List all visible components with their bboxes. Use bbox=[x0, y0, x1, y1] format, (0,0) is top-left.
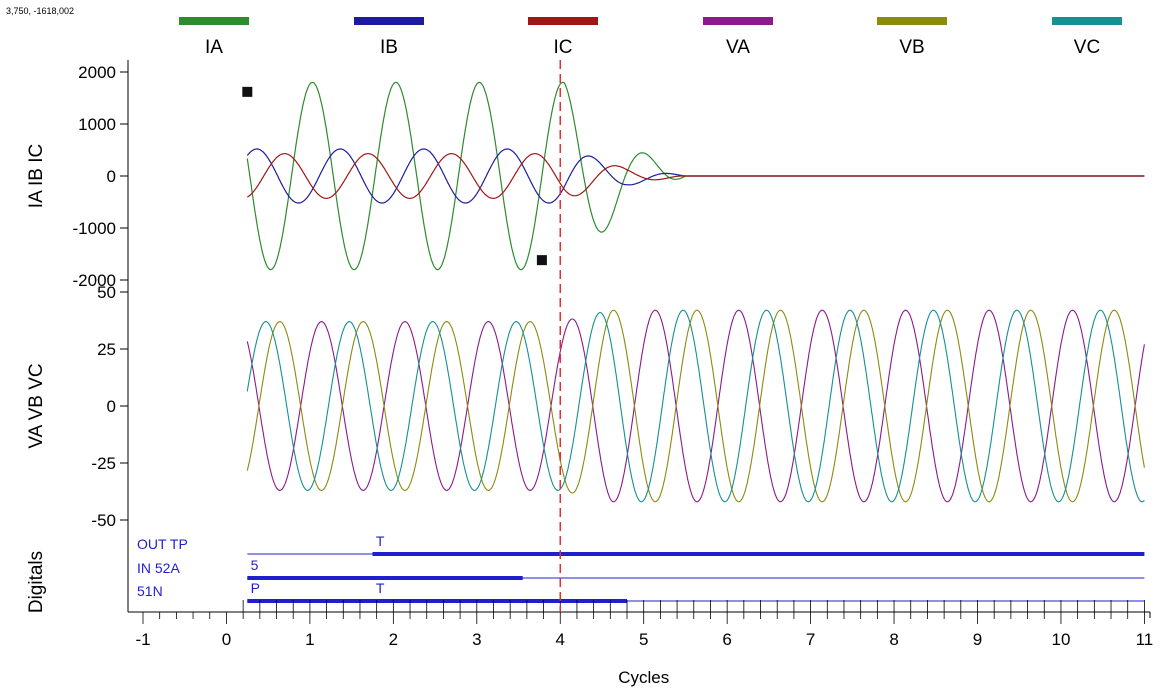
digital-out-tp-label: OUT TP bbox=[137, 536, 188, 552]
legend-label-ia: IA bbox=[205, 37, 223, 58]
legend-swatch-ic bbox=[528, 17, 598, 25]
digital-in-52a-label: IN 52A bbox=[137, 560, 180, 576]
current-panel: IA IB IC 2000 1000 0 -1000 -2000 bbox=[26, 63, 1145, 290]
x-tick-label: 6 bbox=[722, 630, 731, 649]
x-tick-label: 8 bbox=[889, 630, 898, 649]
x-tick-label: -1 bbox=[135, 630, 150, 649]
x-tick-label: 0 bbox=[222, 630, 231, 649]
legend-label-ic: IC bbox=[554, 37, 573, 58]
voltage-panel: VA VB VC 50 25 0 -25 -50 bbox=[26, 283, 1145, 530]
current-panel-ylabel: IA IB IC bbox=[26, 144, 47, 208]
legend-swatch-vb bbox=[877, 17, 947, 25]
cursor-marker-end bbox=[536, 255, 547, 266]
legend-swatch-ia bbox=[179, 17, 249, 25]
x-tick-label: 3 bbox=[472, 630, 481, 649]
current-ytick-label: -1000 bbox=[73, 219, 116, 238]
current-ytick-label: 2000 bbox=[78, 63, 116, 82]
current-ytick-label: 1000 bbox=[78, 115, 116, 134]
digital-51n-label: 51N bbox=[137, 583, 163, 599]
legend-label-ib: IB bbox=[380, 37, 398, 58]
x-tick-label: 10 bbox=[1051, 630, 1070, 649]
cursor-marker-start bbox=[242, 86, 253, 97]
current-ytick-label: -2000 bbox=[73, 271, 116, 290]
digital-out-tp-marker: T bbox=[376, 533, 385, 549]
legend: IA IB IC VA VB VC bbox=[179, 17, 1122, 58]
digital-in-52a-marker: 5 bbox=[251, 557, 259, 573]
x-tick-label: 4 bbox=[556, 630, 565, 649]
voltage-ytick-label: -25 bbox=[91, 454, 116, 473]
cursor-readout: 3,750, -1618,002 bbox=[6, 6, 75, 16]
series-va bbox=[246, 309, 1145, 503]
legend-swatch-ib bbox=[354, 17, 424, 25]
x-tick-label: 9 bbox=[973, 630, 982, 649]
digital-panel-ylabel: Digitals bbox=[26, 551, 47, 613]
x-axis-title: Cycles bbox=[618, 668, 669, 687]
voltage-panel-ylabel: VA VB VC bbox=[26, 363, 47, 448]
series-vc bbox=[246, 309, 1145, 503]
digital-51n-marker: P bbox=[251, 580, 260, 596]
series-ic bbox=[246, 152, 1145, 200]
x-tick-label: 11 bbox=[1136, 630, 1154, 649]
legend-swatch-vc bbox=[1052, 17, 1122, 25]
voltage-ytick-label: 50 bbox=[97, 283, 116, 302]
digital-panel: Digitals OUT TP T IN 52A 5 51N P T bbox=[26, 533, 1145, 613]
legend-label-vb: VB bbox=[899, 37, 924, 58]
x-tick-label: 7 bbox=[806, 630, 815, 649]
current-ytick-label: 0 bbox=[107, 167, 116, 186]
legend-label-va: VA bbox=[726, 37, 750, 58]
x-tick-label: 2 bbox=[389, 630, 398, 649]
x-tick-label: 1 bbox=[305, 630, 314, 649]
legend-label-vc: VC bbox=[1074, 37, 1100, 58]
series-vb bbox=[246, 309, 1145, 503]
panel-frames bbox=[127, 60, 1151, 618]
x-axis: Cycles -1 0 1 2 3 4 5 6 7 8 9 10 11 bbox=[135, 612, 1153, 687]
voltage-ytick-label: 25 bbox=[97, 340, 116, 359]
voltage-ytick-label: 0 bbox=[107, 397, 116, 416]
x-tick-label: 5 bbox=[639, 630, 648, 649]
voltage-ytick-label: -50 bbox=[91, 511, 116, 530]
legend-swatch-va bbox=[703, 17, 773, 25]
digital-51n-marker: T bbox=[376, 580, 385, 596]
